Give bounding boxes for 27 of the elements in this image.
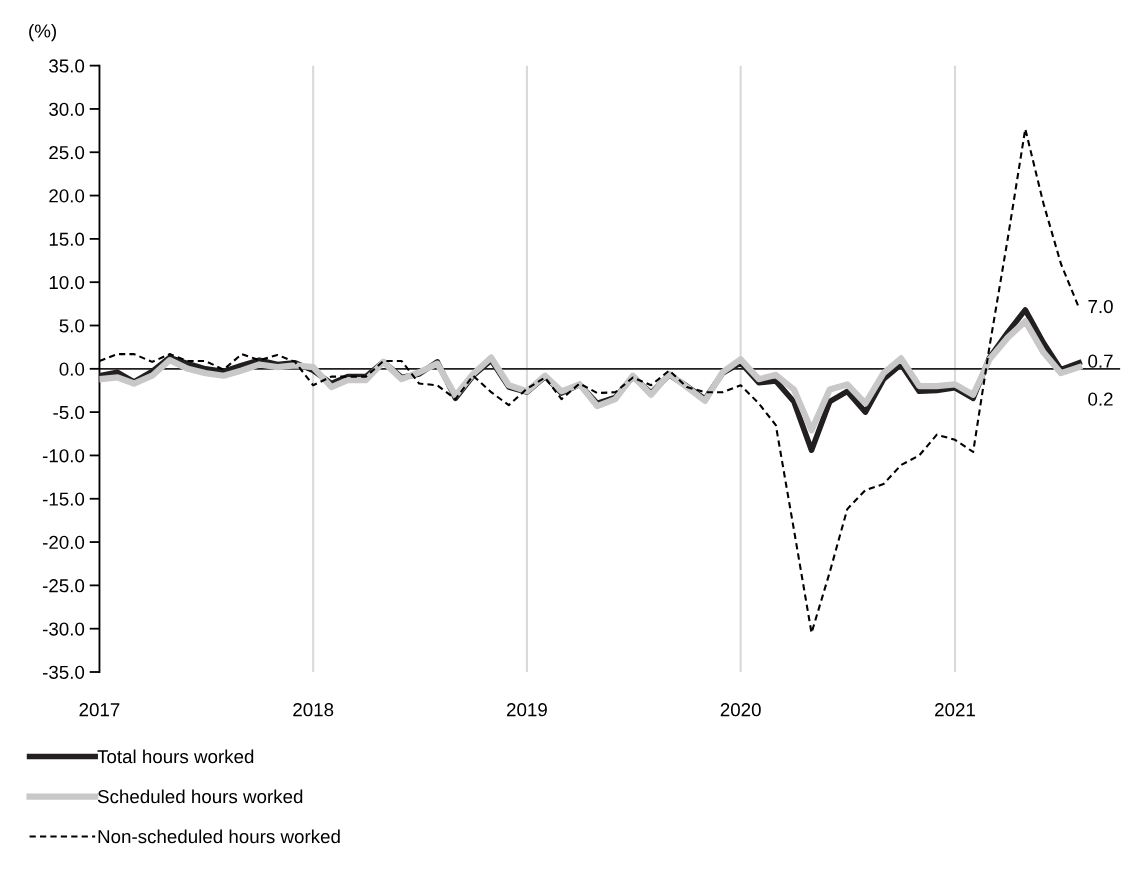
y-tick-label: 35.0: [49, 59, 85, 73]
y-tick-label: -15.0: [42, 492, 85, 506]
x-tick-label: 2020: [720, 703, 761, 717]
x-tick-label: 2021: [935, 703, 975, 717]
annotation: 7.0: [1088, 299, 1113, 314]
y-tick-label: 30.0: [49, 102, 85, 116]
y-tick-label: -5.0: [53, 405, 85, 420]
y-tick-label: 15.0: [49, 232, 85, 246]
y-tick-label: -25.0: [42, 579, 85, 593]
y-tick-label: -20.0: [42, 535, 85, 550]
x-tick-label: 2017: [79, 703, 120, 717]
legend-label: Non-scheduled hours worked: [98, 829, 340, 844]
y-tick-label: -10.0: [42, 449, 85, 463]
y-tick-label: 0.0: [59, 362, 85, 376]
x-tick-label: 2019: [507, 703, 547, 717]
y-tick-label: -30.0: [42, 622, 85, 636]
y-tick-label: 10.0: [49, 275, 85, 290]
annotation: 0.2: [1088, 392, 1113, 406]
y-tick-label: -35.0: [42, 665, 85, 679]
y-axis-title: (%): [29, 23, 56, 42]
legend-label: Total hours worked: [97, 749, 254, 764]
annotation: 0.7: [1088, 354, 1113, 368]
y-tick-label: 25.0: [49, 145, 85, 160]
x-tick-label: 2018: [293, 703, 334, 717]
y-tick-label: 20.0: [49, 189, 85, 203]
y-tick-label: 5.0: [59, 319, 85, 333]
legend-label: Scheduled hours worked: [97, 789, 303, 804]
